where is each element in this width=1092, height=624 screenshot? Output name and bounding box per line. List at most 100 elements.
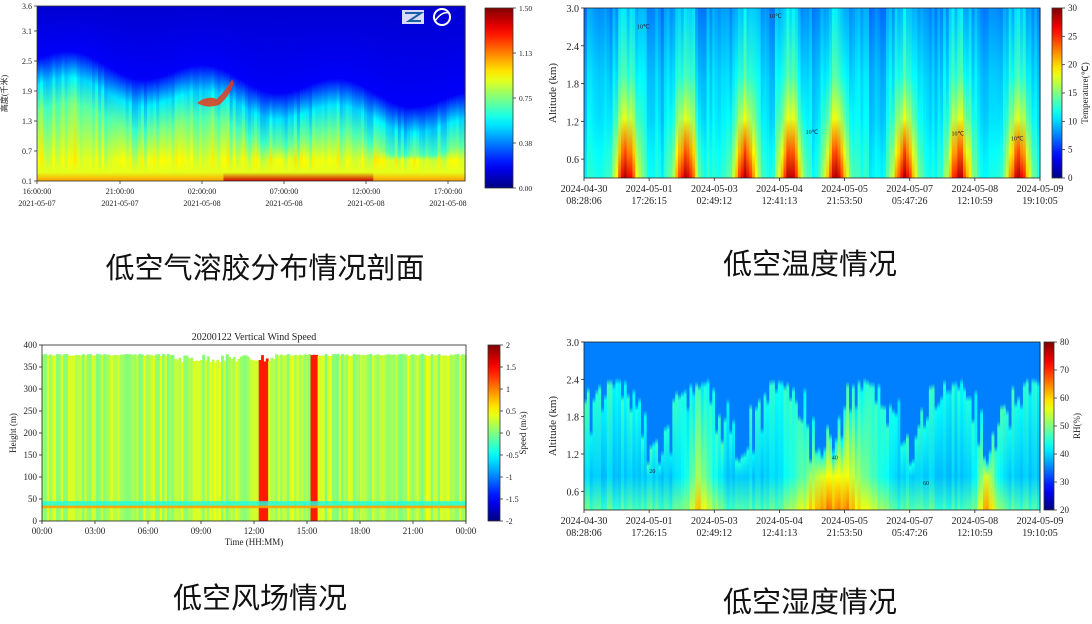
- wind-heat-column: [155, 354, 158, 521]
- aerosol-heat-column: [95, 6, 99, 181]
- temperature-heat-column: [871, 8, 876, 178]
- temperature-caption: 低空温度情况: [722, 247, 897, 281]
- temperature-heat-column: [831, 8, 836, 178]
- wind-heat-column: [367, 354, 370, 521]
- temperature-x-tick-label: 05:47:26: [892, 196, 928, 207]
- humidity-heat-column: [715, 342, 719, 510]
- temperature-heat-column: [857, 8, 862, 178]
- temperature-heat-column: [809, 8, 813, 178]
- temperature-heat-column: [749, 8, 753, 178]
- wind-heat-column: [362, 355, 366, 521]
- humidity-x-tick-label: 2024-05-04: [756, 516, 803, 527]
- humidity-heat-column: [1011, 342, 1015, 510]
- wind-heat-column: [86, 354, 90, 521]
- aerosol-heat-column: [266, 6, 270, 181]
- temperature-contour-label: 10℃: [952, 132, 965, 138]
- humidity-heat-column: [621, 342, 625, 510]
- temperature-contour-label: 10℃: [1011, 137, 1024, 143]
- humidity-heat-column: [860, 342, 864, 510]
- humidity-heat-column: [757, 342, 762, 510]
- humidity-heat-column: [598, 342, 602, 510]
- aerosol-heat-column: [52, 6, 56, 181]
- humidity-heat-column: [797, 342, 802, 510]
- wind-heat-column: [183, 355, 187, 521]
- temperature-heat-column: [997, 8, 1001, 178]
- wind-heat-column: [152, 355, 156, 521]
- humidity-heat-column: [655, 342, 659, 510]
- wind-y-tick-label: 150: [24, 450, 38, 460]
- humidity-heat-column: [900, 342, 904, 510]
- temperature-y-label: Altitude (km): [547, 63, 559, 124]
- wind-heat-column: [169, 354, 173, 521]
- temperature-heat-column: [732, 8, 736, 178]
- aerosol-heat-column: [159, 6, 163, 181]
- temperature-heat-column: [948, 8, 953, 178]
- wind-heat-column: [305, 354, 309, 521]
- wind-heat-column: [213, 362, 217, 521]
- wind-heat-column: [107, 354, 111, 521]
- humidity-heat-column: [1031, 342, 1035, 510]
- temperature-heat-column: [660, 8, 665, 178]
- humidity-heat-column: [948, 342, 953, 510]
- wind-colorbar-tick-label: 1: [506, 385, 510, 394]
- aerosol-heat-column: [73, 6, 78, 181]
- wind-heat-column: [98, 354, 102, 521]
- wind-heat-column: [451, 354, 455, 521]
- wind-heat-column: [202, 354, 206, 521]
- humidity-heat-column: [854, 342, 859, 510]
- humidity-heat-column: [812, 342, 816, 510]
- humidity-heat-column: [595, 342, 599, 510]
- aerosol-heat-column: [461, 6, 466, 181]
- humidity-chart: 20 40 60 0.6 1.2 1.8 2.4 3.0 Altitude (km) 2024-0…: [546, 334, 1092, 544]
- wind-heat-column: [428, 355, 432, 521]
- humidity-heat-column: [615, 342, 619, 510]
- aerosol-heat-column: [455, 6, 460, 181]
- aerosol-chart: 0.1 0.7 1.3 1.9 2.5 3.1 3.6 高度(千米) 16:00:00 2021-…: [0, 0, 546, 225]
- wind-heat-column: [385, 354, 389, 521]
- aerosol-y-tick-label: 1.3: [22, 117, 32, 126]
- humidity-heat-column: [675, 342, 679, 510]
- humidity-heat-column: [752, 342, 756, 510]
- temperature-chart: 10℃ 10℃ 10℃ 10℃ 10℃ 0.6 1.2 1.8 2.4 3.0 Altitude (…: [546, 0, 1092, 230]
- humidity-heat-column: [672, 342, 676, 510]
- humidity-heat-column: [883, 342, 887, 510]
- wind-heat-column: [148, 354, 151, 521]
- humidity-heat-column: [863, 342, 867, 510]
- wind-heat-column: [449, 354, 453, 521]
- humidity-heat-column: [646, 342, 651, 510]
- aerosol-heat-column: [195, 6, 200, 181]
- wind-heat-column: [79, 355, 83, 521]
- aerosol-heat-column: [336, 6, 341, 181]
- aerosol-colorbar-tick-label: 1.13: [519, 49, 532, 58]
- temperature-heat-column: [643, 8, 648, 178]
- wind-heat-column: [103, 354, 107, 521]
- aerosol-heat-column: [351, 6, 356, 181]
- aerosol-heat-column: [107, 6, 111, 181]
- humidity-heat-column: [823, 342, 827, 510]
- aerosol-heat-column: [85, 6, 90, 181]
- wind-heat-column: [115, 354, 118, 521]
- humidity-heat-column: [840, 342, 844, 510]
- temperature-heat-column: [945, 8, 950, 178]
- wind-heat-column: [96, 353, 100, 521]
- wind-heat-column: [197, 360, 201, 521]
- humidity-plot-frame: [583, 341, 1041, 511]
- wind-heat-column: [84, 355, 88, 521]
- aerosol-heat-column: [110, 6, 115, 181]
- wind-heat-column: [322, 355, 326, 521]
- humidity-heat-column: [914, 342, 919, 510]
- temperature-heat-column: [980, 8, 984, 178]
- humidity-heat-column: [740, 342, 745, 510]
- temperature-heat-column: [598, 8, 602, 178]
- wind-heat-column: [44, 353, 48, 521]
- wind-heat-column: [159, 355, 163, 521]
- wind-heat-column: [164, 355, 168, 521]
- humidity-heat-column: [940, 342, 944, 510]
- temperature-heat-column: [977, 8, 981, 178]
- wind-heat-column: [110, 355, 114, 521]
- wind-heat-column: [404, 354, 408, 521]
- wind-y-tick-label: 350: [24, 362, 38, 372]
- wind-heat-column: [235, 361, 239, 521]
- humidity-x-tick-label: 02:49:12: [697, 528, 733, 539]
- aerosol-heat-column: [440, 6, 445, 181]
